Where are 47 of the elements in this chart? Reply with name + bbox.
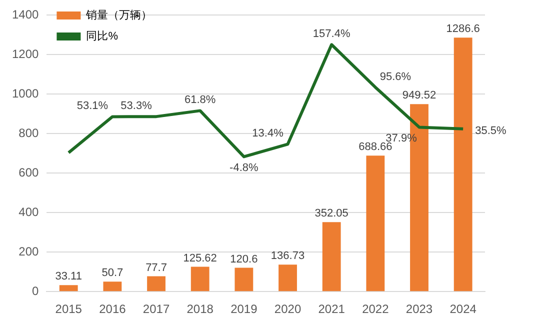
data-label: 352.05 [314,208,348,220]
data-label: 136.73 [270,250,305,262]
x-tick-label: 2022 [362,302,390,316]
data-label: 157.4% [312,28,350,40]
bar [366,156,385,292]
data-label: 77.7 [146,262,167,274]
data-label: 1286.6 [446,23,480,36]
data-label: 35.5% [475,124,506,137]
legend-label: 同比% [86,30,118,43]
data-label: 13.4% [252,128,284,140]
y-tick-label: 400 [18,204,40,219]
y-tick-label: 800 [18,126,40,140]
data-label: -4.8% [230,162,259,174]
x-tick-label: 2015 [55,302,82,316]
x-tick-label: 2021 [318,302,346,316]
x-tick-label: 2018 [186,302,214,316]
legend-label: 销量（万辆） [85,10,152,22]
x-tick-label: 2020 [274,302,302,316]
bar [147,276,166,292]
x-tick-label: 2019 [230,302,258,316]
y-tick-label: 1000 [12,86,40,100]
bar [59,285,78,292]
x-tick-label: 2024 [450,302,477,316]
bar [278,264,297,292]
data-label: 95.6% [380,70,412,83]
y-tick-label: 600 [18,165,40,180]
bar [454,38,472,292]
data-label: 125.62 [183,252,217,264]
bar [190,266,210,292]
data-label: 50.7 [102,267,124,280]
data-label: 33.11 [55,270,82,283]
y-tick-label: 1200 [12,47,40,61]
data-label: 949.52 [402,90,436,102]
data-label: 53.3% [120,100,152,112]
x-tick-label: 2016 [99,302,126,316]
data-label: 61.8% [184,94,216,106]
bar [234,268,254,292]
x-tick-label: 2023 [406,302,433,316]
bar [322,222,341,292]
x-tick-label: 2017 [142,302,170,316]
y-tick-label: 0 [32,284,40,298]
y-tick-label: 200 [18,244,40,258]
data-label: 688.66 [358,141,392,154]
data-label: 53.1% [76,100,108,112]
bar [103,282,122,292]
data-label: 120.6 [230,253,258,266]
y-tick-label: 1400 [12,8,40,22]
